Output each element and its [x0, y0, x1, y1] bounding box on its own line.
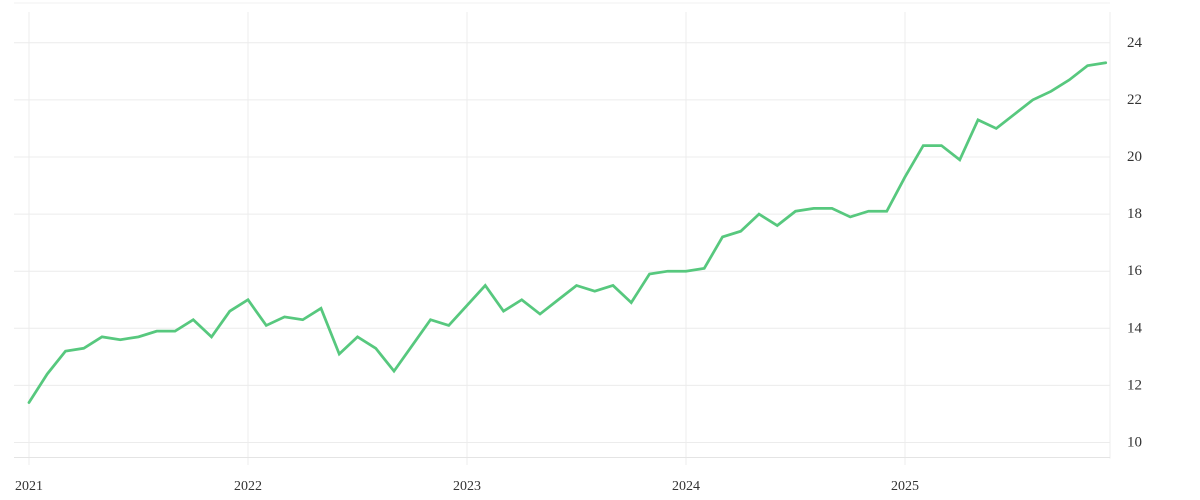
y-axis-label: 20: [1127, 149, 1142, 165]
y-axis-label: 24: [1127, 35, 1143, 51]
y-axis-label: 18: [1127, 206, 1142, 222]
x-axis-label: 2024: [672, 479, 700, 494]
y-axis-label: 10: [1127, 435, 1142, 451]
y-axis-label: 14: [1127, 320, 1143, 336]
x-axis-label: 2025: [891, 479, 919, 494]
series-line: [27, 61, 1108, 404]
y-axis-label: 12: [1127, 377, 1142, 393]
y-axis-label: 22: [1127, 92, 1142, 108]
x-axis-label: 2021: [15, 479, 43, 494]
y-axis-label: 16: [1127, 263, 1143, 279]
x-axis-label: 2023: [453, 479, 481, 494]
x-axis-label: 2022: [234, 479, 262, 494]
